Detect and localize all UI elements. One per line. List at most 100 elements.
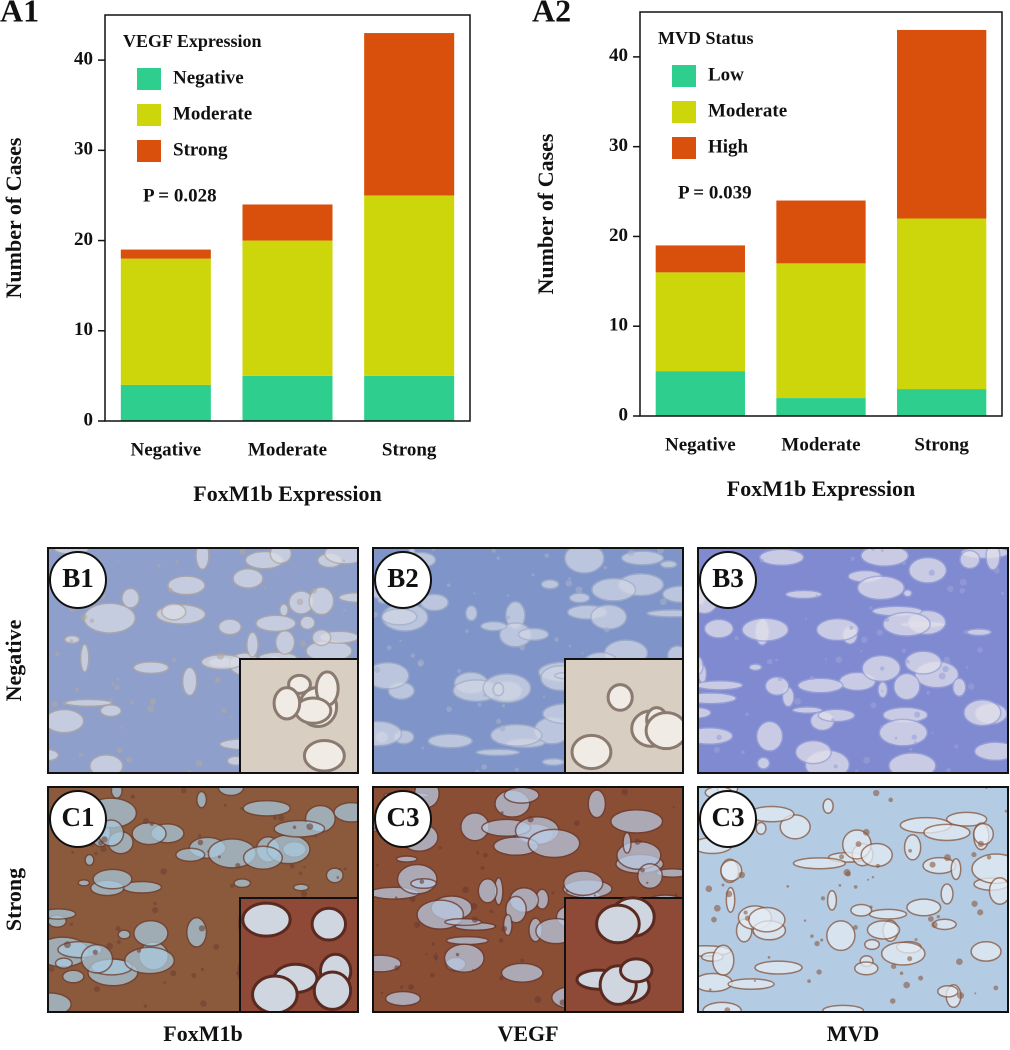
tissue-lumen [622,831,632,854]
legend-label: Moderate [708,100,787,121]
tissue-cell [217,855,221,859]
inset-cell [570,733,613,771]
legend-swatch [672,137,696,159]
tissue-cell [855,769,859,773]
micrograph-frame [697,786,1009,1013]
tissue-cell [554,637,559,642]
panel-badge [374,551,432,609]
tissue-cell [875,863,880,868]
tissue-cell [483,693,487,697]
tissue-cell [527,816,534,823]
tissue-cell [499,725,506,732]
tissue-cell [963,629,969,635]
tissue-cell [855,841,862,847]
tissue-cell [339,867,342,870]
tissue-cell [947,585,954,593]
tissue-lumen [185,916,208,948]
tissue-cell [929,861,936,868]
tissue-cell [868,606,873,610]
tissue-cell [126,756,133,763]
tissue-cell [62,701,67,706]
tissue-cell [734,635,739,641]
tissue-cell [627,549,635,556]
tissue-lumen [475,748,520,757]
tissue-lumen [373,954,402,973]
tissue-lumen [748,663,763,672]
tissue-cell [835,656,843,663]
tissue-cell [977,647,983,653]
tissue-lumen [636,863,664,890]
x-tick-label: Moderate [781,434,860,455]
tissue-lumen [132,661,170,675]
tissue-cell [574,820,580,826]
tissue-cell [901,560,907,566]
row-label: Negative [1,619,26,701]
tissue-lumen [784,589,823,600]
tissue-cell [229,883,234,888]
tissue-cell [157,563,161,568]
tissue-lumen [84,853,95,867]
tissue-cell [163,981,167,985]
tissue-cell [849,625,854,630]
x-axis-label: FoxM1b Expression [193,481,381,506]
tissue-cell [814,940,820,947]
tissue-lumen [902,588,913,598]
tissue-cell [278,814,285,822]
panel-badge-label: B3 [712,563,744,593]
tissue-cell [711,916,717,923]
micrograph-frame [372,547,684,774]
tissue-cell [659,598,667,606]
legend-swatch [137,140,161,162]
tissue-cell [804,618,808,621]
tissue-lumen [792,857,847,870]
bar-segment [242,240,333,376]
tissue-cell [927,916,934,922]
tissue-cell [197,839,204,846]
tissue-lumen [133,919,169,947]
tissue-cell [117,559,120,562]
tissue-cell [191,973,197,979]
tissue-cell [816,969,822,975]
tissue-lumen [754,960,803,975]
tissue-cell [136,948,142,953]
tissue-cell [767,956,771,959]
tissue-cell [603,566,608,570]
annotation: P = 0.039 [678,182,752,203]
tissue-cell [926,690,931,695]
y-tick-label: 20 [609,225,628,246]
tissue-lumen [195,548,210,571]
tissue-cell [501,925,508,932]
tissue-lumen [906,898,942,917]
tissue-cell [153,901,157,906]
tissue-cell [343,867,347,871]
tissue-lumen [882,611,931,637]
tissue-lumen [323,548,358,565]
tissue-cell [725,890,733,898]
tissue-cell [942,665,949,673]
tissue-cell [455,952,460,957]
tissue-cell [80,613,88,621]
tissue-lumen [936,985,959,998]
tissue-lumen [950,858,962,881]
tissue-cell [621,788,628,796]
panel-badge-label: B1 [62,563,94,593]
tissue-lumen [764,676,790,696]
tissue-cell [71,850,75,854]
tissue-cell [815,594,819,597]
tissue-cell [873,789,880,797]
tissue-cell [977,840,984,848]
tissue-lumen [856,575,906,601]
tissue-lumen [92,868,133,890]
tissue-lumen [863,938,881,951]
micrograph-frame [372,786,684,1013]
tissue-cell [116,939,121,945]
legend-swatch [672,65,696,87]
tissue-cell [230,715,233,719]
tissue-cell [928,569,935,576]
tissue-lumen [77,878,91,887]
tissue-lumen [591,577,637,602]
tissue-cell [520,958,525,963]
tissue-lumen [590,604,628,630]
y-tick-label: 30 [609,135,628,156]
tissue-lumen [564,548,605,574]
